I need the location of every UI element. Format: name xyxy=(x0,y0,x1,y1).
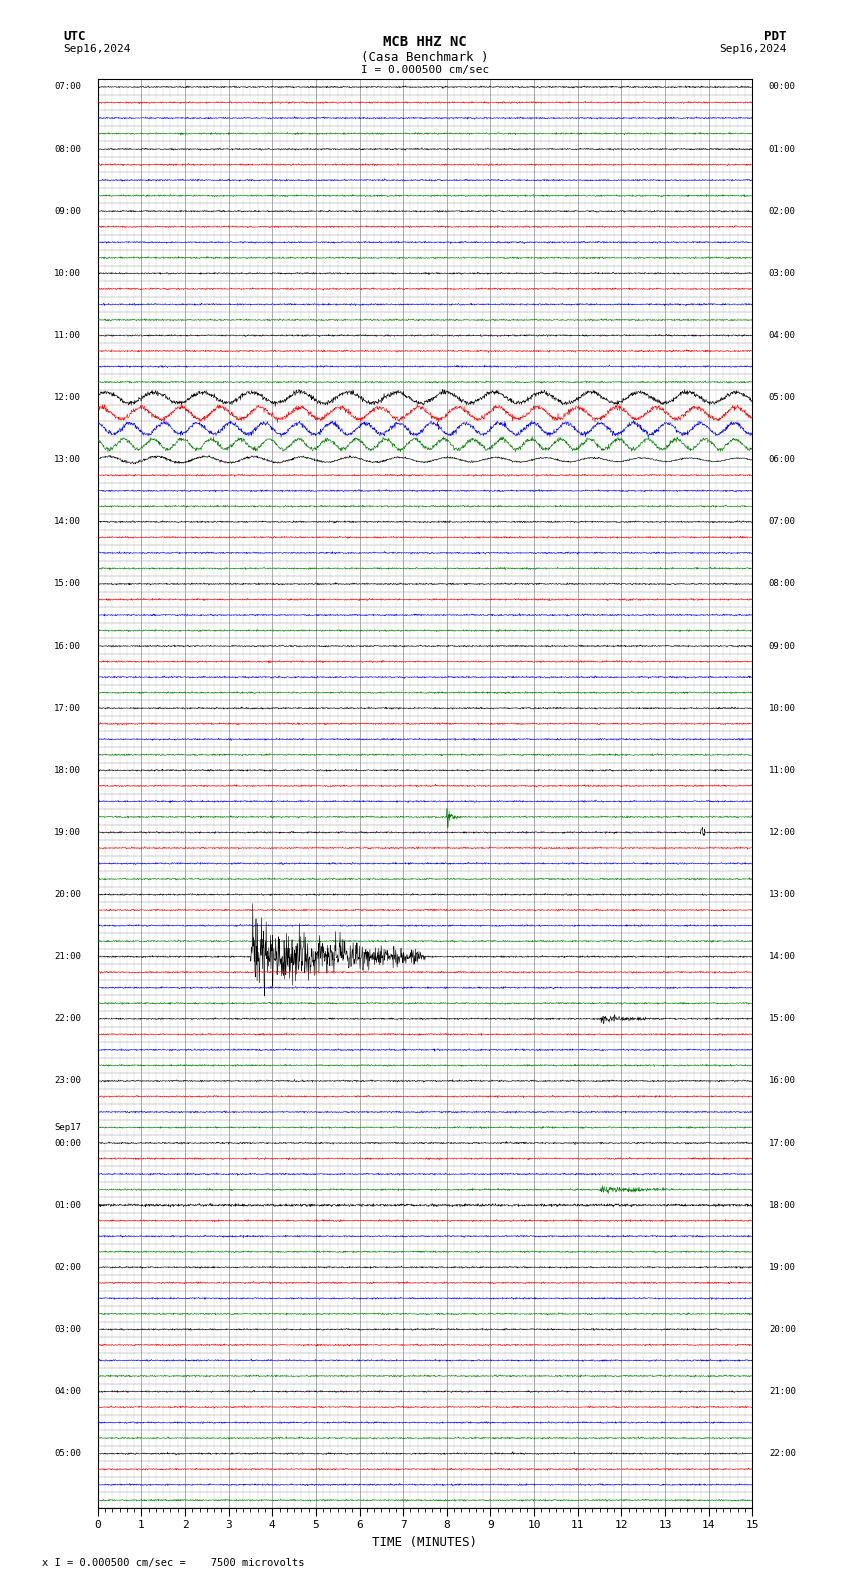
Text: 10:00: 10:00 xyxy=(769,703,796,713)
Text: 12:00: 12:00 xyxy=(769,828,796,836)
Text: 16:00: 16:00 xyxy=(54,642,81,651)
Text: 01:00: 01:00 xyxy=(54,1201,81,1210)
Text: 19:00: 19:00 xyxy=(769,1262,796,1272)
Text: 04:00: 04:00 xyxy=(54,1388,81,1396)
Text: 17:00: 17:00 xyxy=(54,703,81,713)
Text: 11:00: 11:00 xyxy=(769,765,796,775)
Text: 02:00: 02:00 xyxy=(54,1262,81,1272)
Text: 20:00: 20:00 xyxy=(54,890,81,900)
Text: 00:00: 00:00 xyxy=(769,82,796,92)
Text: UTC: UTC xyxy=(64,30,86,43)
Text: Sep16,2024: Sep16,2024 xyxy=(64,44,131,54)
Text: 11:00: 11:00 xyxy=(54,331,81,341)
Text: 15:00: 15:00 xyxy=(54,580,81,588)
Text: 06:00: 06:00 xyxy=(769,455,796,464)
Text: 14:00: 14:00 xyxy=(54,518,81,526)
Text: 13:00: 13:00 xyxy=(769,890,796,900)
Text: Sep16,2024: Sep16,2024 xyxy=(719,44,786,54)
Text: 17:00: 17:00 xyxy=(769,1139,796,1147)
Text: 21:00: 21:00 xyxy=(54,952,81,961)
Text: 08:00: 08:00 xyxy=(54,144,81,154)
Text: 09:00: 09:00 xyxy=(769,642,796,651)
Text: 22:00: 22:00 xyxy=(769,1449,796,1459)
Text: MCB HHZ NC: MCB HHZ NC xyxy=(383,35,467,49)
Text: 08:00: 08:00 xyxy=(769,580,796,588)
Text: x I = 0.000500 cm/sec =    7500 microvolts: x I = 0.000500 cm/sec = 7500 microvolts xyxy=(42,1559,305,1568)
Text: 05:00: 05:00 xyxy=(769,393,796,402)
Text: 05:00: 05:00 xyxy=(54,1449,81,1459)
Text: I = 0.000500 cm/sec: I = 0.000500 cm/sec xyxy=(361,65,489,74)
Text: 07:00: 07:00 xyxy=(769,518,796,526)
Text: 07:00: 07:00 xyxy=(54,82,81,92)
Text: Sep17: Sep17 xyxy=(54,1123,81,1133)
Text: 13:00: 13:00 xyxy=(54,455,81,464)
Text: 02:00: 02:00 xyxy=(769,206,796,215)
Text: 04:00: 04:00 xyxy=(769,331,796,341)
Text: 22:00: 22:00 xyxy=(54,1014,81,1023)
Text: 21:00: 21:00 xyxy=(769,1388,796,1396)
Text: 18:00: 18:00 xyxy=(54,765,81,775)
Text: 00:00: 00:00 xyxy=(54,1139,81,1147)
Text: 12:00: 12:00 xyxy=(54,393,81,402)
Text: 03:00: 03:00 xyxy=(769,269,796,277)
Text: 19:00: 19:00 xyxy=(54,828,81,836)
Text: (Casa Benchmark ): (Casa Benchmark ) xyxy=(361,51,489,63)
X-axis label: TIME (MINUTES): TIME (MINUTES) xyxy=(372,1536,478,1549)
Text: PDT: PDT xyxy=(764,30,786,43)
Text: 09:00: 09:00 xyxy=(54,206,81,215)
Text: 15:00: 15:00 xyxy=(769,1014,796,1023)
Text: 01:00: 01:00 xyxy=(769,144,796,154)
Text: 16:00: 16:00 xyxy=(769,1077,796,1085)
Text: 23:00: 23:00 xyxy=(54,1077,81,1085)
Text: 18:00: 18:00 xyxy=(769,1201,796,1210)
Text: 14:00: 14:00 xyxy=(769,952,796,961)
Text: 03:00: 03:00 xyxy=(54,1324,81,1334)
Text: 20:00: 20:00 xyxy=(769,1324,796,1334)
Text: 10:00: 10:00 xyxy=(54,269,81,277)
